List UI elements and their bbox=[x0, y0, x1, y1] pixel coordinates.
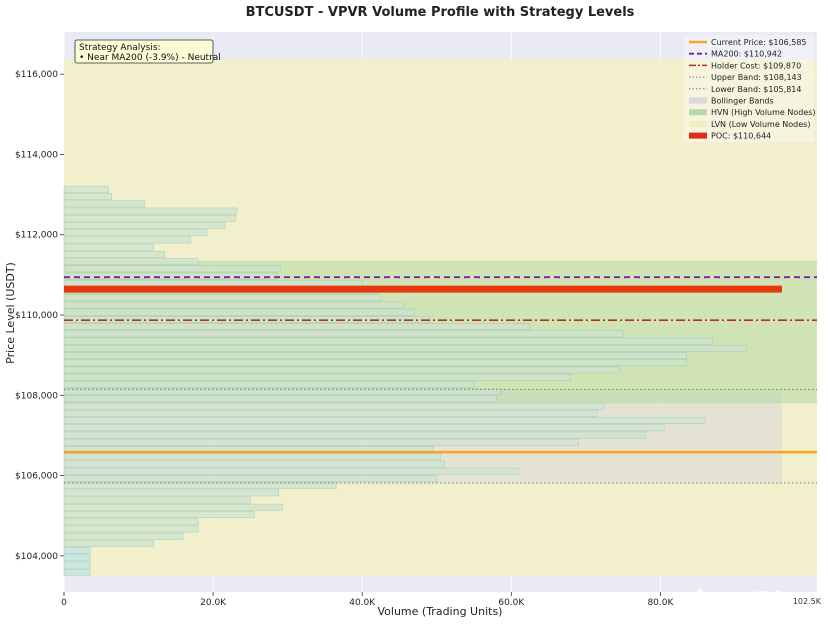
y-tick-label: $108,000 bbox=[15, 391, 58, 401]
watermark-text: @AI 看盘 bbox=[716, 589, 785, 608]
volume-bar bbox=[63, 359, 687, 367]
volume-bar bbox=[63, 554, 91, 562]
volume-bar bbox=[63, 250, 165, 258]
x-tick-label: 0 bbox=[61, 598, 67, 608]
volume-bar bbox=[63, 532, 184, 540]
volume-bar bbox=[63, 344, 747, 352]
volume-bar bbox=[63, 301, 404, 309]
y-axis-label: Price Level (USDT) bbox=[4, 262, 17, 364]
volume-bar bbox=[63, 388, 501, 396]
volume-bar bbox=[63, 431, 646, 439]
volume-bar bbox=[63, 200, 145, 208]
volume-bar bbox=[63, 568, 91, 576]
volume-bar bbox=[63, 366, 620, 374]
volume-bar bbox=[63, 272, 277, 280]
volume-bar bbox=[63, 453, 441, 461]
legend-swatch-hvn bbox=[689, 109, 707, 116]
volume-bar bbox=[63, 482, 337, 490]
x-tick-label: 40.0K bbox=[349, 598, 376, 608]
volume-bar bbox=[63, 323, 531, 331]
legend-label-bb: Bollinger Bands bbox=[711, 97, 774, 106]
volume-bar bbox=[63, 518, 199, 526]
x-tick-label: 60.0K bbox=[498, 598, 525, 608]
volume-bar bbox=[63, 229, 208, 237]
volume-bar bbox=[63, 438, 579, 446]
volume-bar bbox=[63, 258, 199, 266]
volume-bar bbox=[63, 460, 445, 468]
legend-swatch-bb bbox=[689, 97, 707, 104]
volume-bar bbox=[63, 308, 415, 316]
volume-bar bbox=[63, 417, 706, 425]
legend-label-current: Current Price: $106,585 bbox=[711, 38, 807, 47]
volume-bar bbox=[63, 395, 497, 403]
legend-label-lower: Lower Band: $105,814 bbox=[711, 85, 801, 94]
volume-bar bbox=[63, 474, 438, 482]
volume-bar bbox=[63, 214, 236, 222]
volume-bar bbox=[63, 409, 598, 417]
x-tick-label: 20.0K bbox=[200, 598, 227, 608]
y-tick-label: $112,000 bbox=[15, 231, 58, 241]
volume-bar bbox=[63, 294, 382, 302]
legend-label-poc: POC: $110,644 bbox=[711, 132, 771, 141]
volume-bar bbox=[63, 330, 624, 338]
legend-label-lvn: LVN (Low Volume Nodes) bbox=[711, 120, 810, 129]
volume-bar bbox=[63, 243, 154, 251]
watermark-logo-center-icon bbox=[697, 595, 703, 601]
watermark-logo-icon bbox=[690, 588, 710, 608]
x-axis-label: Volume (Trading Units) bbox=[378, 605, 503, 618]
y-tick-label: $110,000 bbox=[15, 311, 58, 321]
volume-bar bbox=[63, 503, 283, 511]
plot-area: 0 20.0K 40.0K 60.0K 80.0K $104,000 $106,000 $10… bbox=[15, 32, 822, 608]
right-edge-label: 102.5K bbox=[793, 597, 822, 606]
volume-bar bbox=[63, 540, 154, 547]
volume-bar bbox=[63, 402, 605, 410]
volume-bar bbox=[63, 185, 110, 193]
legend-swatch-lvn bbox=[689, 120, 707, 127]
volume-bar bbox=[63, 207, 238, 215]
volume-bar bbox=[63, 279, 363, 287]
volume-bar bbox=[63, 547, 91, 555]
volume-bar bbox=[63, 222, 226, 229]
y-tick-label: $114,000 bbox=[15, 150, 58, 160]
volume-bar bbox=[63, 236, 192, 244]
volume-bar bbox=[63, 511, 255, 518]
volume-bar bbox=[63, 561, 91, 569]
annotation-box bbox=[74, 39, 214, 64]
legend-label-holder: Holder Cost: $109,870 bbox=[711, 61, 801, 70]
legend-label-ma200: MA200: $110,942 bbox=[711, 50, 782, 59]
annotation-line-2: • Near MA200 (-3.9%) - Neutral bbox=[79, 53, 221, 63]
watermark: @AI 看盘 bbox=[690, 588, 785, 608]
volume-bar bbox=[63, 265, 281, 273]
volume-bar bbox=[63, 316, 430, 323]
y-tick-label: $106,000 bbox=[15, 472, 58, 482]
y-tick-label: $116,000 bbox=[15, 70, 58, 80]
annotation-line-1: Strategy Analysis: bbox=[79, 43, 161, 53]
chart-title: BTCUSDT - VPVR Volume Profile with Strat… bbox=[246, 5, 635, 20]
legend-swatch-poc bbox=[689, 132, 707, 139]
volume-bar bbox=[63, 489, 280, 497]
y-tick-label: $104,000 bbox=[15, 552, 58, 562]
volume-bar bbox=[63, 193, 113, 201]
volume-bar bbox=[63, 525, 199, 533]
volume-bar bbox=[63, 352, 687, 359]
volume-bar bbox=[63, 496, 251, 504]
legend-label-hvn: HVN (High Volume Nodes) bbox=[711, 108, 816, 117]
volume-bar bbox=[63, 424, 665, 432]
strategy-annotation: Strategy Analysis:• Near MA200 (-3.9%) -… bbox=[74, 39, 221, 64]
x-tick-label: 80.0K bbox=[647, 598, 674, 608]
volume-bar bbox=[63, 373, 572, 381]
legend-label-upper: Upper Band: $108,143 bbox=[711, 73, 802, 82]
volume-bar bbox=[63, 381, 475, 388]
volume-bar bbox=[63, 467, 520, 475]
legend: Current Price: $106,585 MA200: $110,942 Ho… bbox=[684, 35, 816, 142]
volume-bar bbox=[63, 337, 713, 345]
